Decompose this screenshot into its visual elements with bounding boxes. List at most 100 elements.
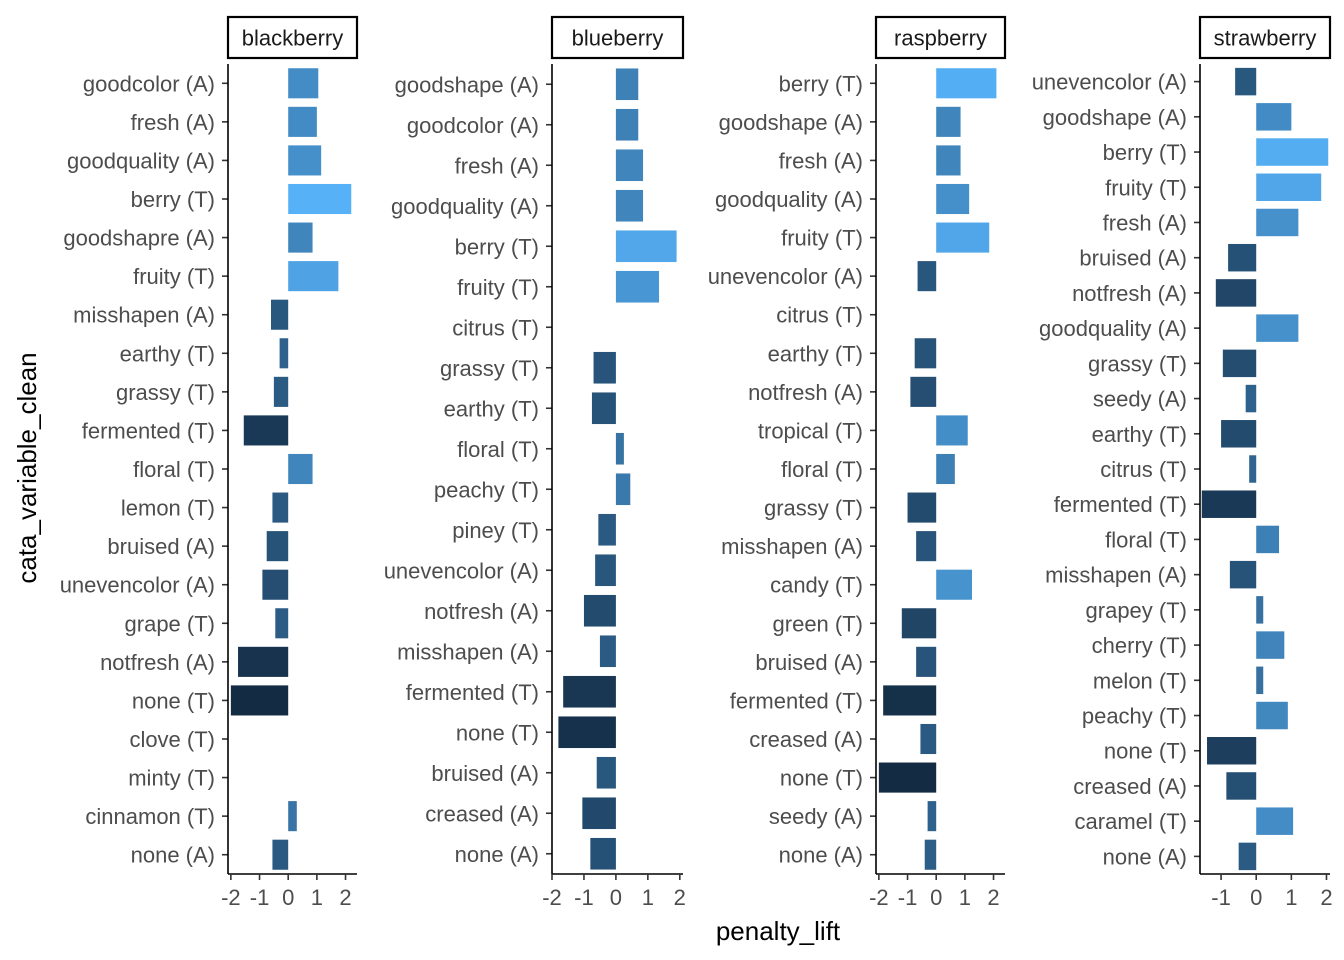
- x-tick-label-raspberry-0: -2: [869, 885, 889, 910]
- category-label-strawberry-9: seedy (A): [1093, 387, 1187, 412]
- bar-blueberry-18: [582, 797, 616, 830]
- bar-blackberry-2: [288, 145, 322, 176]
- bar-blackberry-19: [288, 801, 297, 832]
- x-axis-title: penalty_lift: [716, 916, 841, 946]
- bar-raspberry-19: [927, 801, 937, 832]
- category-label-blueberry-5: fruity (T): [457, 275, 539, 300]
- category-label-strawberry-2: berry (T): [1103, 140, 1187, 165]
- bar-blackberry-13: [262, 569, 289, 600]
- bar-strawberry-13: [1256, 525, 1280, 554]
- category-label-blueberry-7: grassy (T): [440, 356, 539, 381]
- x-tick-label-blueberry-2: 0: [610, 885, 622, 910]
- category-label-strawberry-13: floral (T): [1105, 527, 1187, 552]
- category-label-raspberry-20: none (A): [779, 843, 863, 868]
- x-tick-label-blackberry-3: 1: [311, 885, 323, 910]
- x-tick-label-blackberry-0: -2: [221, 885, 241, 910]
- facet-label-blackberry: blackberry: [242, 26, 343, 51]
- category-label-raspberry-13: candy (T): [770, 573, 863, 598]
- bar-blackberry-10: [288, 453, 313, 485]
- bar-raspberry-16: [883, 685, 937, 716]
- bar-blueberry-5: [615, 270, 660, 303]
- x-tick-label-blackberry-1: -1: [250, 885, 270, 910]
- category-label-blackberry-17: clove (T): [129, 727, 215, 752]
- category-label-blueberry-15: fermented (T): [406, 680, 539, 705]
- bar-raspberry-9: [936, 415, 968, 446]
- bar-blueberry-16: [558, 716, 616, 749]
- bar-blackberry-7: [279, 338, 289, 369]
- bar-blueberry-11: [598, 513, 616, 546]
- category-label-strawberry-14: misshapen (A): [1045, 563, 1187, 588]
- category-label-blackberry-18: minty (T): [128, 766, 215, 791]
- bar-raspberry-15: [916, 646, 937, 677]
- category-label-strawberry-19: none (T): [1104, 739, 1187, 764]
- bar-blackberry-14: [275, 608, 289, 639]
- bar-raspberry-18: [878, 762, 937, 793]
- category-label-blueberry-0: goodshape (A): [395, 72, 539, 97]
- category-label-blackberry-0: goodcolor (A): [83, 71, 215, 96]
- category-label-raspberry-5: unevencolor (A): [708, 264, 863, 289]
- bar-raspberry-3: [936, 183, 970, 215]
- bar-strawberry-10: [1221, 420, 1257, 448]
- category-label-strawberry-7: goodquality (A): [1039, 316, 1187, 341]
- bar-strawberry-9: [1245, 384, 1257, 413]
- bar-blackberry-8: [273, 376, 289, 407]
- category-label-blackberry-14: grape (T): [125, 611, 215, 636]
- bar-blackberry-5: [288, 261, 339, 292]
- x-tick-label-strawberry-0: -1: [1211, 885, 1231, 910]
- bar-raspberry-14: [901, 608, 937, 639]
- x-tick-label-blueberry-3: 1: [642, 885, 654, 910]
- category-label-strawberry-16: cherry (T): [1092, 633, 1187, 658]
- bar-blackberry-0: [288, 68, 319, 99]
- category-label-raspberry-2: fresh (A): [779, 148, 863, 173]
- bar-blackberry-15: [238, 646, 289, 677]
- category-label-raspberry-9: tropical (T): [758, 418, 863, 443]
- bar-strawberry-7: [1256, 314, 1299, 342]
- bar-raspberry-11: [907, 492, 937, 523]
- x-tick-label-blackberry-4: 2: [339, 885, 351, 910]
- bar-blueberry-19: [590, 837, 616, 870]
- bar-blueberry-2: [615, 149, 644, 182]
- facet-strip-blackberry: [226, 15, 359, 60]
- bar-strawberry-0: [1235, 67, 1257, 96]
- category-label-blackberry-2: goodquality (A): [67, 148, 215, 173]
- category-label-blueberry-10: peachy (T): [434, 477, 539, 502]
- category-label-strawberry-11: citrus (T): [1100, 457, 1187, 482]
- category-label-strawberry-5: bruised (A): [1079, 246, 1187, 271]
- bar-strawberry-20: [1226, 772, 1257, 800]
- category-label-blackberry-9: fermented (T): [82, 418, 215, 443]
- category-label-blackberry-16: none (T): [132, 688, 215, 713]
- panel-blueberry: blueberry goodshape (A) goodcolor (A) fresh…: [384, 15, 686, 910]
- category-label-strawberry-8: grassy (T): [1088, 351, 1187, 376]
- x-tick-label-strawberry-2: 1: [1285, 885, 1297, 910]
- bar-blackberry-16: [230, 685, 289, 716]
- x-tick-label-blackberry-2: 0: [282, 885, 294, 910]
- category-label-blueberry-14: misshapen (A): [397, 639, 539, 664]
- category-label-blackberry-15: notfresh (A): [100, 650, 215, 675]
- bar-blackberry-9: [243, 415, 289, 446]
- bar-blueberry-12: [595, 554, 616, 587]
- category-label-raspberry-18: none (T): [780, 766, 863, 791]
- bar-raspberry-10: [936, 453, 955, 485]
- x-tick-label-strawberry-3: 2: [1320, 885, 1332, 910]
- category-label-blueberry-16: none (T): [456, 720, 539, 745]
- category-label-raspberry-10: floral (T): [781, 457, 863, 482]
- bar-blackberry-4: [288, 222, 313, 253]
- panel-raspberry: raspberry berry (T) goodshape (A) fresh (A)…: [708, 15, 1007, 910]
- bar-blueberry-7: [593, 351, 616, 384]
- category-label-strawberry-21: caramel (T): [1075, 809, 1187, 834]
- category-label-raspberry-0: berry (T): [779, 71, 863, 96]
- category-label-raspberry-1: goodshape (A): [719, 110, 863, 135]
- bar-strawberry-19: [1207, 737, 1257, 765]
- category-label-blueberry-8: earthy (T): [444, 396, 539, 421]
- category-label-strawberry-4: fresh (A): [1103, 210, 1187, 235]
- facet-label-blueberry: blueberry: [572, 26, 664, 51]
- category-label-raspberry-8: notfresh (A): [748, 380, 863, 405]
- category-label-raspberry-15: bruised (A): [755, 650, 863, 675]
- bar-raspberry-2: [936, 145, 961, 176]
- category-label-blueberry-2: fresh (A): [455, 153, 539, 178]
- category-label-raspberry-6: citrus (T): [776, 303, 863, 328]
- category-label-blackberry-10: floral (T): [133, 457, 215, 482]
- bar-strawberry-17: [1256, 666, 1264, 695]
- bar-strawberry-8: [1222, 349, 1257, 378]
